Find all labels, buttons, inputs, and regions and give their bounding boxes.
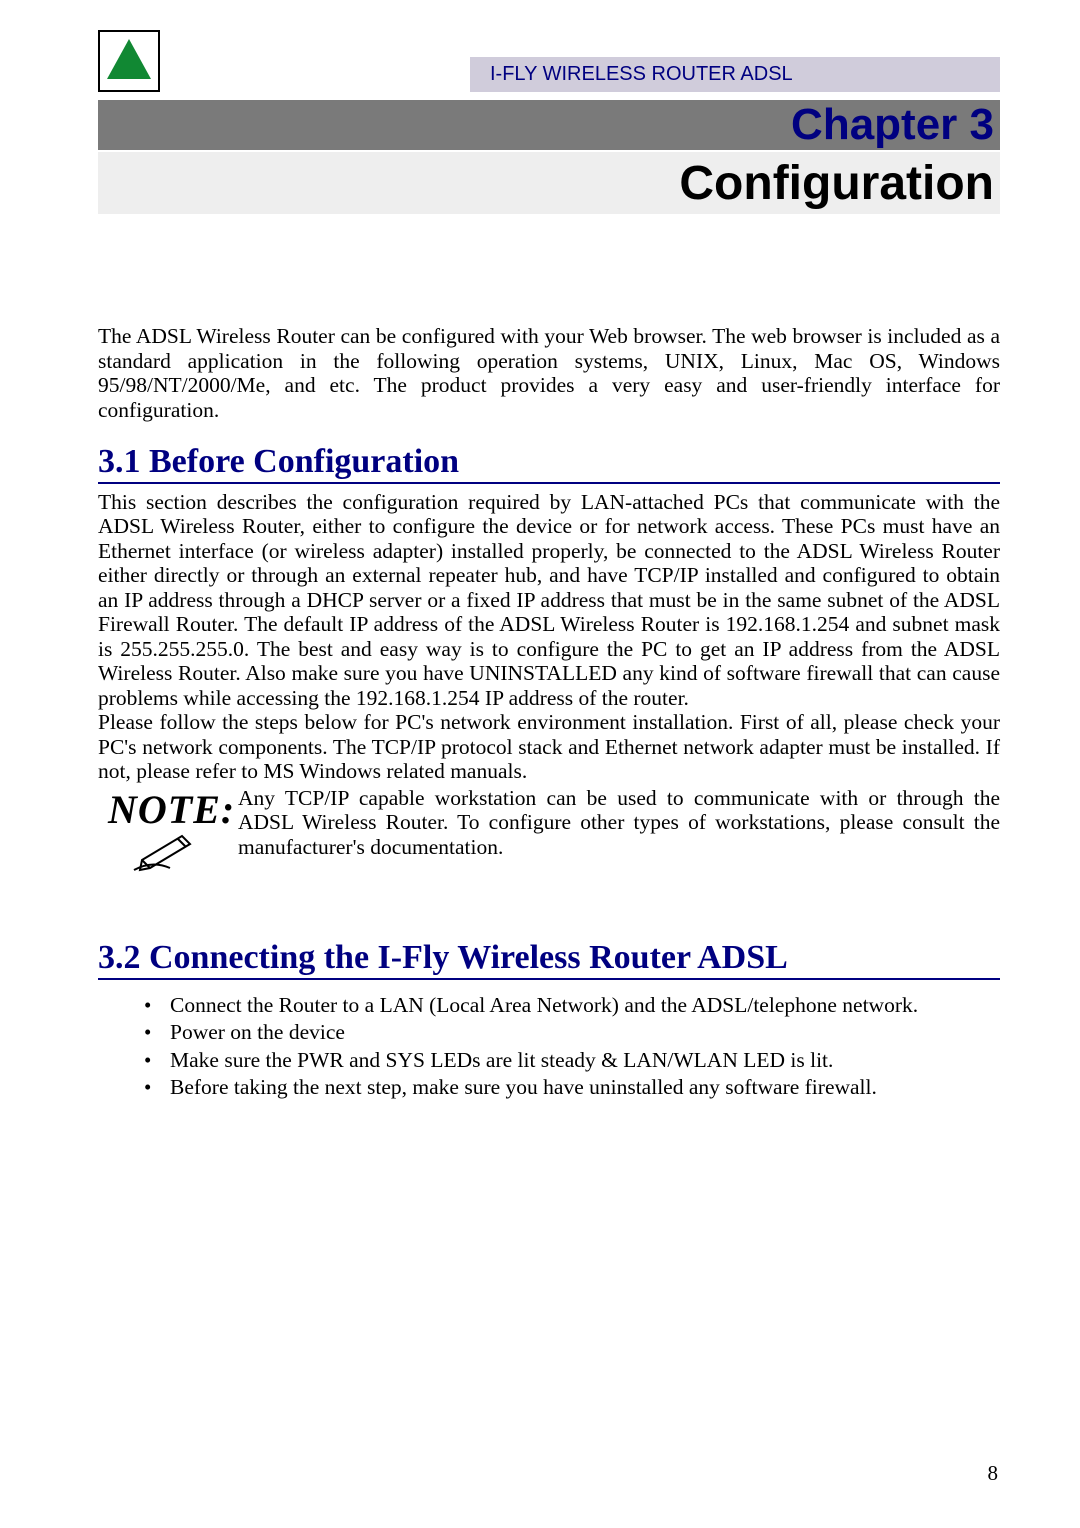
list-item: Connect the Router to a LAN (Local Area … xyxy=(144,992,1000,1020)
chapter-label: Chapter 3 xyxy=(791,100,994,150)
note-label: NOTE: xyxy=(108,792,238,828)
section-3-2-bullets: Connect the Router to a LAN (Local Area … xyxy=(98,992,1000,1102)
intro-paragraph: The ADSL Wireless Router can be configur… xyxy=(98,324,1000,423)
list-item: Before taking the next step, make sure y… xyxy=(144,1074,1000,1102)
header-row: I-FLY WIRELESS ROUTER ADSL xyxy=(98,30,1000,92)
note-icon-column: NOTE: xyxy=(98,786,238,879)
list-item: Power on the device xyxy=(144,1019,1000,1047)
note-text: Any TCP/IP capable workstation can be us… xyxy=(238,786,1000,860)
section-3-1-para-1: This section describes the configuration… xyxy=(98,490,1000,711)
chapter-title: Configuration xyxy=(679,156,994,211)
logo-triangle-icon xyxy=(107,39,151,79)
chapter-bar: Chapter 3 xyxy=(98,100,1000,150)
note-block: NOTE: Any TCP/IP capable workstation can… xyxy=(98,786,1000,879)
section-3-1-para-2: Please follow the steps below for PC's n… xyxy=(98,710,1000,784)
product-title: I-FLY WIRELESS ROUTER ADSL xyxy=(470,57,1000,92)
section-3-1-heading: 3.1 Before Configuration xyxy=(98,443,1000,484)
chapter-title-bar: Configuration xyxy=(98,152,1000,214)
logo-icon xyxy=(98,30,160,92)
list-item: Make sure the PWR and SYS LEDs are lit s… xyxy=(144,1047,1000,1075)
section-3-2-heading: 3.2 Connecting the I-Fly Wireless Router… xyxy=(98,939,1000,980)
pencil-icon xyxy=(132,830,202,874)
page-number: 8 xyxy=(988,1461,999,1486)
